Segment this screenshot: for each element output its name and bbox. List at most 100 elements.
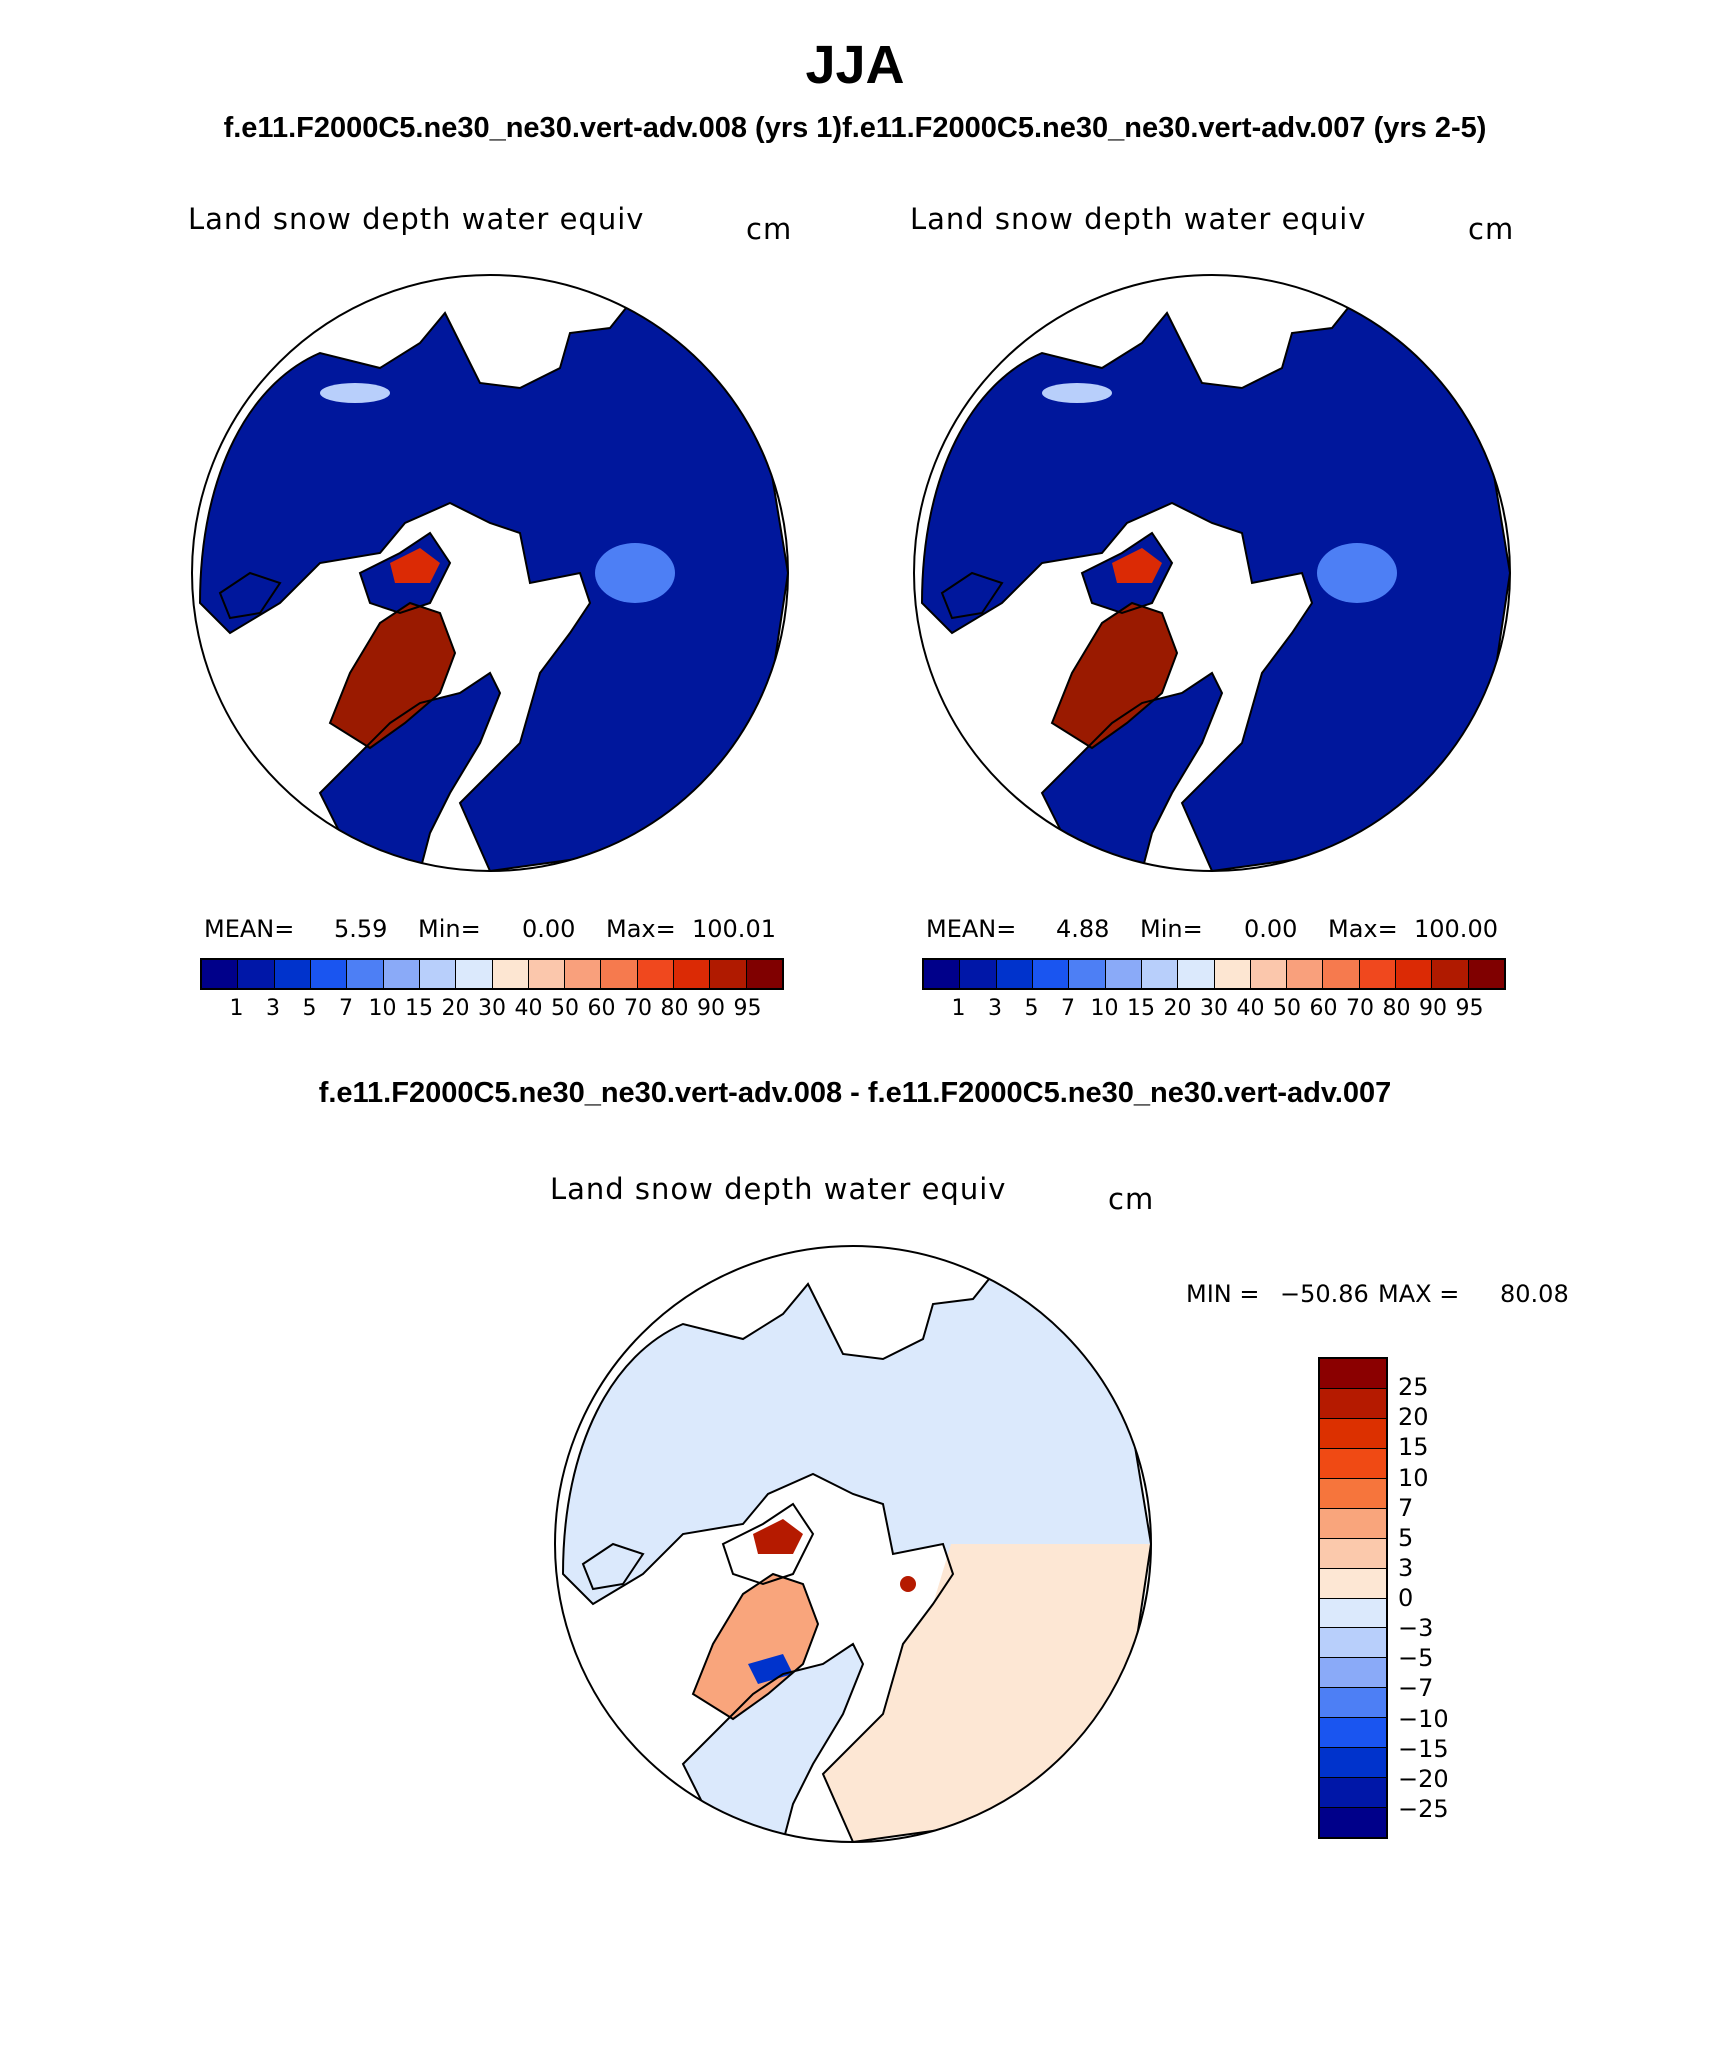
snow-patch xyxy=(1042,383,1112,403)
colorbar-tick-label: 25 xyxy=(1398,1373,1429,1402)
colorbar-tick-label: 40 xyxy=(514,996,543,1021)
panel1-max-label: Max= xyxy=(606,915,676,943)
colorbar-swatch xyxy=(310,960,348,988)
colorbar-swatch xyxy=(1320,1748,1386,1779)
colorbar-swatch xyxy=(1320,1568,1386,1599)
colorbar-tick-label: 20 xyxy=(1398,1403,1429,1432)
negative-change xyxy=(748,1654,793,1684)
coastline xyxy=(940,571,1004,620)
colorbar-swatch xyxy=(924,960,961,988)
coastline xyxy=(681,1642,865,1842)
colorbar-swatch xyxy=(1323,960,1360,988)
land-region xyxy=(922,303,1510,871)
colorbar-tick-label: 15 xyxy=(1398,1433,1429,1462)
positive-change xyxy=(753,1519,803,1554)
colorbar-tick-label: 70 xyxy=(624,996,652,1021)
panel1-mean-value: 5.59 xyxy=(334,915,388,943)
colorbar-tick-label: 3 xyxy=(266,996,280,1021)
coastline xyxy=(920,301,1510,871)
colorbar-tick-label: 20 xyxy=(441,996,470,1021)
colorbar-tick-label: 50 xyxy=(551,996,579,1021)
colorbar-tick-label: 1 xyxy=(951,996,966,1021)
snow-patch xyxy=(595,543,675,603)
colorbar-tick-label: 10 xyxy=(1090,996,1119,1021)
colorbar-tick-label: 7 xyxy=(1061,996,1075,1021)
positive-change xyxy=(900,1576,916,1592)
colorbar-swatch xyxy=(274,960,311,988)
panel2-variable-name: Land snow depth water equiv xyxy=(910,202,1367,236)
colorbar-swatch xyxy=(1105,960,1142,988)
diff-max-label: MAX = xyxy=(1378,1280,1460,1308)
colorbar-swatch xyxy=(202,960,239,988)
coastline xyxy=(721,1502,815,1586)
colorbar-swatch xyxy=(710,960,747,988)
colorbar-swatch xyxy=(1320,1538,1386,1569)
colorbar-swatch xyxy=(1320,1478,1386,1509)
colorbar-tick-label: 0 xyxy=(1398,1584,1414,1612)
coastline xyxy=(691,1572,820,1721)
colorbar-tick-label: 7 xyxy=(339,996,353,1021)
colorbar-swatch xyxy=(1032,960,1070,988)
land-region xyxy=(1042,673,1222,871)
colorbar-swatch xyxy=(1214,960,1251,988)
colorbar-tick-label: −5 xyxy=(1398,1644,1434,1673)
coastline xyxy=(198,301,788,871)
case-comparison-subtitle: f.e11.F2000C5.ne30_ne30.vert-adv.008 (yr… xyxy=(223,112,1487,144)
colorbar-swatch xyxy=(637,960,675,988)
colorbar-swatch xyxy=(1069,960,1106,988)
colorbar-tick-label: −15 xyxy=(1398,1734,1449,1763)
colorbar-swatch xyxy=(1250,960,1288,988)
coastline xyxy=(358,531,452,615)
snow-patch xyxy=(320,383,390,403)
colorbar-tick-label: 30 xyxy=(478,996,506,1021)
colorbar-tick-label: 95 xyxy=(733,996,762,1021)
coastline xyxy=(218,571,282,620)
map-layer xyxy=(555,1246,1151,1842)
map-boundary xyxy=(913,274,1511,872)
colorbar-swatch xyxy=(674,960,711,988)
snow-patch xyxy=(1317,543,1397,603)
map-layer xyxy=(192,275,788,871)
difference-polar-map xyxy=(554,1245,1152,1843)
colorbar-swatch xyxy=(419,960,457,988)
colorbar-swatch xyxy=(1287,960,1324,988)
land-region xyxy=(220,573,280,618)
colorbar-tick-label: 3 xyxy=(988,996,1002,1021)
map-boundary xyxy=(191,274,789,872)
colorbar-tick-label: 3 xyxy=(1398,1553,1414,1582)
ice-cap xyxy=(390,548,440,583)
colorbar-tick-label: 80 xyxy=(1382,996,1411,1021)
colorbar-swatch xyxy=(1320,1359,1386,1389)
panel1-units: cm xyxy=(746,212,793,246)
colorbar-swatch xyxy=(238,960,275,988)
panel1-polar-map xyxy=(191,274,789,872)
colorbar-tick-label: −25 xyxy=(1398,1794,1449,1823)
colorbar-swatch xyxy=(456,960,493,988)
difference-title: f.e11.F2000C5.ne30_ne30.vert-adv.008 - f… xyxy=(318,1077,1392,1109)
colorbar-swatch xyxy=(1359,960,1397,988)
panel1-mean-label: MEAN= xyxy=(204,915,295,943)
colorbar-tick-label: 15 xyxy=(405,996,433,1021)
colorbar-swatch xyxy=(960,960,997,988)
panel1-variable-name: Land snow depth water equiv xyxy=(188,202,645,236)
land-region xyxy=(320,673,500,871)
colorbar-tick-label: −10 xyxy=(1398,1704,1449,1733)
panel2-colorbar xyxy=(922,958,1506,990)
diff-max-value: 80.08 xyxy=(1500,1280,1569,1308)
coastline xyxy=(1050,601,1179,750)
colorbar-tick-label: 15 xyxy=(1127,996,1155,1021)
land-region xyxy=(583,1544,643,1589)
colorbar-swatch xyxy=(1320,1598,1386,1629)
diff-min-label: MIN = xyxy=(1186,1280,1260,1308)
ice-sheet xyxy=(330,603,455,748)
map-boundary xyxy=(554,1245,1152,1843)
diff-units: cm xyxy=(1108,1182,1155,1216)
colorbar-tick-label: 60 xyxy=(587,996,616,1021)
colorbar-tick-label: 90 xyxy=(697,996,725,1021)
colorbar-swatch xyxy=(1320,1778,1386,1809)
colorbar-tick-label: 1 xyxy=(229,996,244,1021)
panel2-max-value: 100.00 xyxy=(1414,915,1498,943)
panel1-min-label: Min= xyxy=(418,915,481,943)
panel1-min-value: 0.00 xyxy=(522,915,576,943)
panel2-mean-label: MEAN= xyxy=(926,915,1017,943)
